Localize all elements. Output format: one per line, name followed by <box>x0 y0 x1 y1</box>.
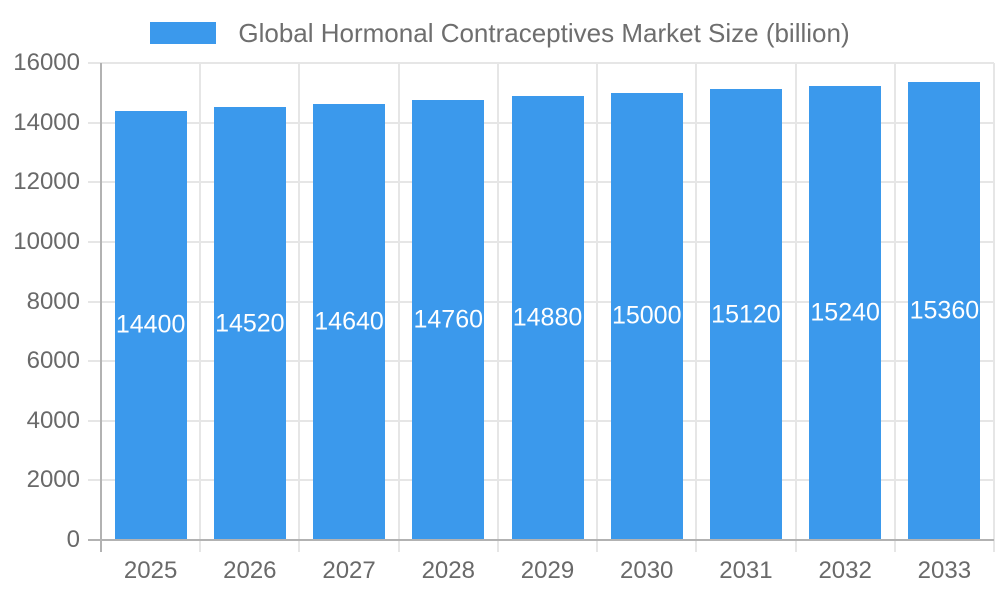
bar: 14640 <box>313 103 386 540</box>
y-tick-label: 4000 <box>26 406 80 434</box>
bar-value-label: 15120 <box>711 300 781 329</box>
x-tick-label: 2032 <box>818 557 872 584</box>
bar-value-label: 15000 <box>611 301 682 330</box>
x-gridline <box>596 63 599 552</box>
bar: 14520 <box>213 107 286 540</box>
y-tick-label: 12000 <box>13 168 80 196</box>
x-tick-label: 2026 <box>223 557 277 584</box>
bar: 14400 <box>114 110 187 540</box>
x-tick-label: 2027 <box>322 557 376 584</box>
y-tick-label: 2000 <box>26 466 80 494</box>
bar: 14760 <box>412 99 485 540</box>
y-axis-line <box>100 63 102 552</box>
bar-value-label: 15360 <box>909 296 980 325</box>
y-tick-label: 0 <box>66 526 80 553</box>
x-tick-label: 2030 <box>620 557 674 584</box>
y-tick-label: 8000 <box>26 287 80 315</box>
bar-value-label: 14760 <box>413 305 484 334</box>
x-gridline <box>794 63 797 552</box>
bar-value-label: 14880 <box>512 303 583 332</box>
y-gridline <box>88 62 994 64</box>
bar-value-label: 14400 <box>115 310 186 339</box>
x-tick-label: 2025 <box>123 557 178 584</box>
bar: 15360 <box>908 82 981 540</box>
bar: 15120 <box>709 89 782 540</box>
x-tick-label: 2031 <box>719 557 773 584</box>
x-gridline <box>199 63 202 552</box>
bar: 15000 <box>610 92 683 540</box>
chart-title: Global Hormonal Contraceptives Market Si… <box>238 17 850 48</box>
x-axis-line <box>88 539 994 541</box>
x-gridline <box>397 63 400 552</box>
y-tick-label: 10000 <box>13 227 80 255</box>
chart-legend: Global Hormonal Contraceptives Market Si… <box>0 16 1000 50</box>
x-gridline <box>893 63 896 552</box>
y-tick-label: 6000 <box>26 347 80 375</box>
bar-value-label: 14640 <box>314 307 384 336</box>
bar: 15240 <box>809 85 882 540</box>
bar-value-label: 15240 <box>810 298 880 327</box>
bar: 14880 <box>511 96 584 540</box>
legend-swatch-icon <box>150 22 217 44</box>
x-gridline <box>993 63 995 552</box>
x-tick-label: 2033 <box>917 557 972 584</box>
bar-value-label: 14520 <box>215 309 285 338</box>
x-gridline <box>298 63 301 552</box>
x-tick-label: 2028 <box>421 557 475 584</box>
x-gridline <box>695 63 698 552</box>
x-gridline <box>496 63 499 552</box>
x-tick-label: 2029 <box>520 557 575 584</box>
y-tick-label: 14000 <box>13 108 80 136</box>
y-tick-label: 16000 <box>13 49 80 76</box>
